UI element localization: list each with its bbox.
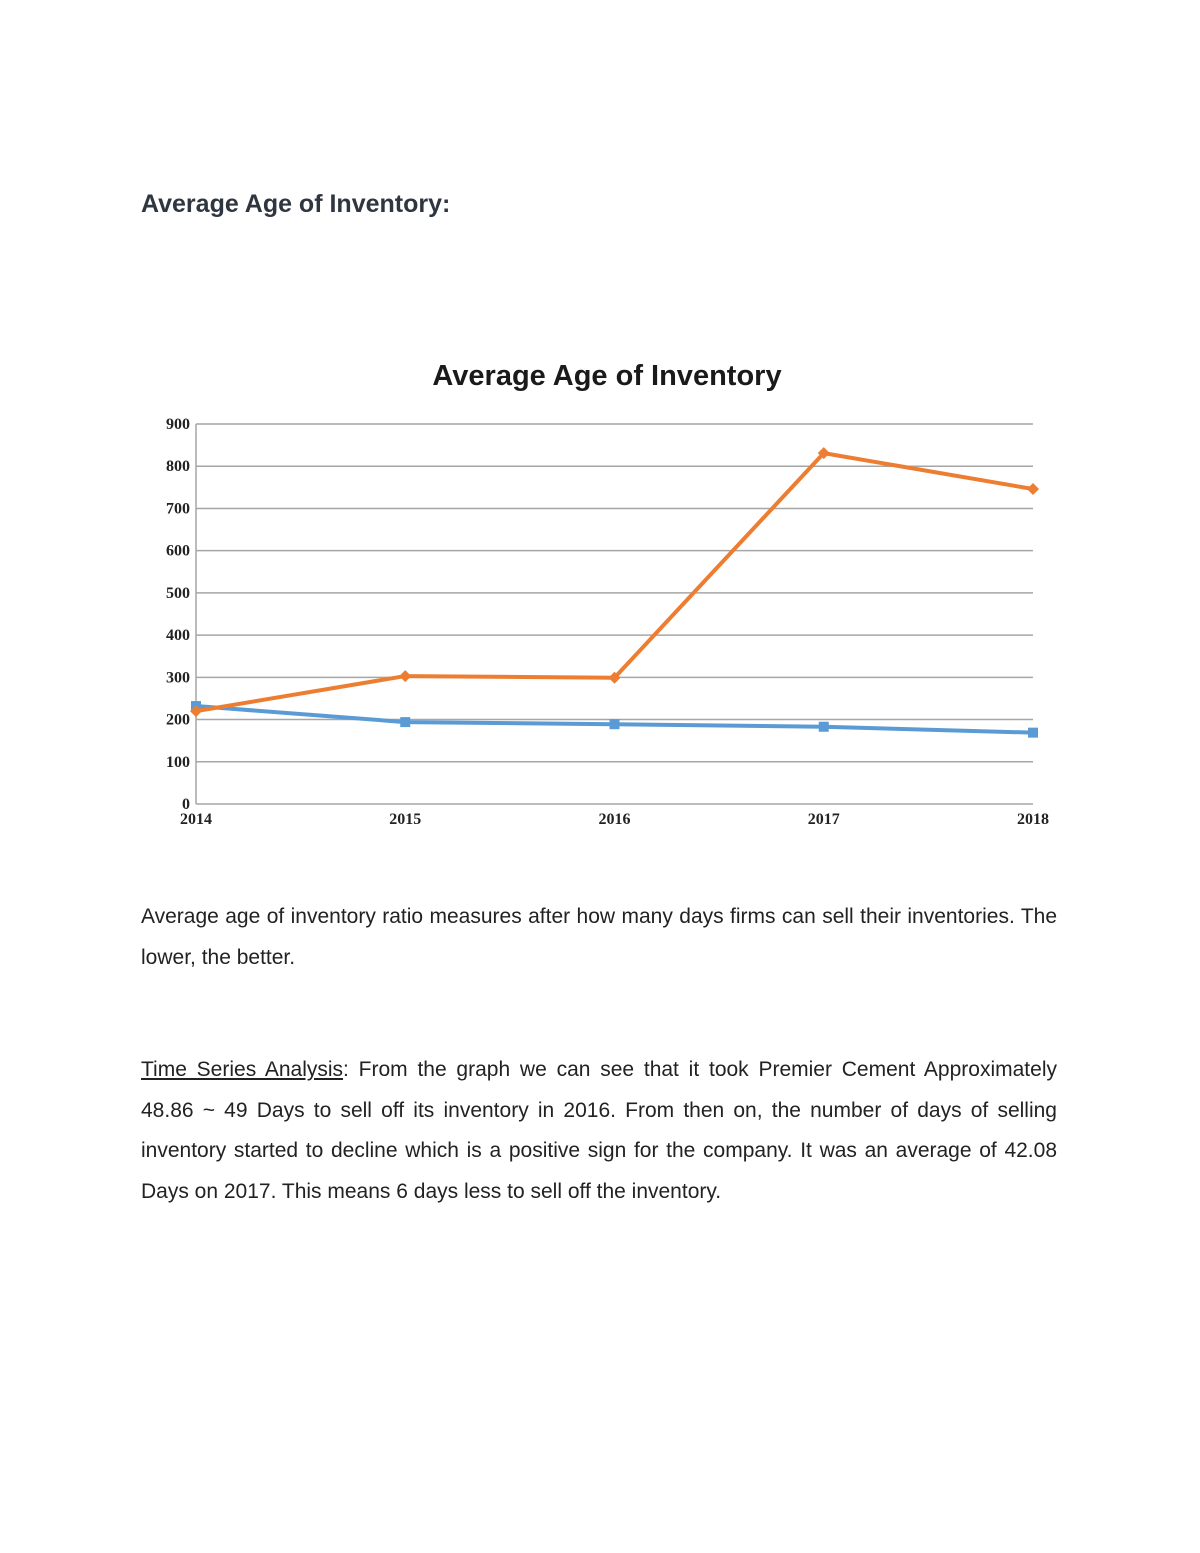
- y-tick-label: 700: [166, 500, 190, 517]
- y-tick-label: 900: [166, 416, 190, 433]
- analysis-colon: :: [343, 1058, 349, 1081]
- x-tick-label: 2017: [808, 811, 840, 828]
- y-tick-label: 600: [166, 543, 190, 560]
- data-point-square: [609, 719, 620, 730]
- data-point-diamond: [608, 671, 621, 684]
- y-tick-label: 800: [166, 458, 190, 475]
- data-point-square: [818, 721, 829, 732]
- data-point-diamond: [190, 705, 202, 718]
- chart-title: Average Age of Inventory: [432, 360, 781, 392]
- y-tick-label: 300: [166, 669, 190, 686]
- description-paragraph: Average age of inventory ratio measures …: [141, 905, 1057, 969]
- x-tick-label: 2016: [599, 811, 631, 828]
- data-point-square: [400, 717, 411, 728]
- data-point-diamond: [399, 670, 412, 683]
- data-point-square: [1028, 727, 1038, 738]
- y-tick-label: 0: [182, 796, 190, 813]
- analysis-label: Time Series Analysis: [141, 1058, 344, 1081]
- y-tick-label: 500: [166, 585, 190, 602]
- x-tick-label: 2015: [389, 811, 421, 828]
- section-heading: Average Age of Inventory:: [141, 190, 451, 218]
- analysis-text: From the graph we can see that it took P…: [141, 1058, 1057, 1203]
- data-point-diamond: [817, 447, 830, 460]
- x-tick-label: 2014: [180, 811, 212, 828]
- x-tick-label: 2018: [1017, 811, 1049, 828]
- y-tick-label: 100: [166, 754, 190, 771]
- analysis-paragraph: Time Series Analysis: From the graph we …: [141, 1050, 1057, 1212]
- y-tick-label: 200: [166, 712, 190, 729]
- line-chart: Average Age of Inventory 0 100 200 300 400 50…: [166, 360, 1049, 828]
- y-tick-label: 400: [166, 627, 190, 644]
- data-point-diamond: [1027, 483, 1039, 496]
